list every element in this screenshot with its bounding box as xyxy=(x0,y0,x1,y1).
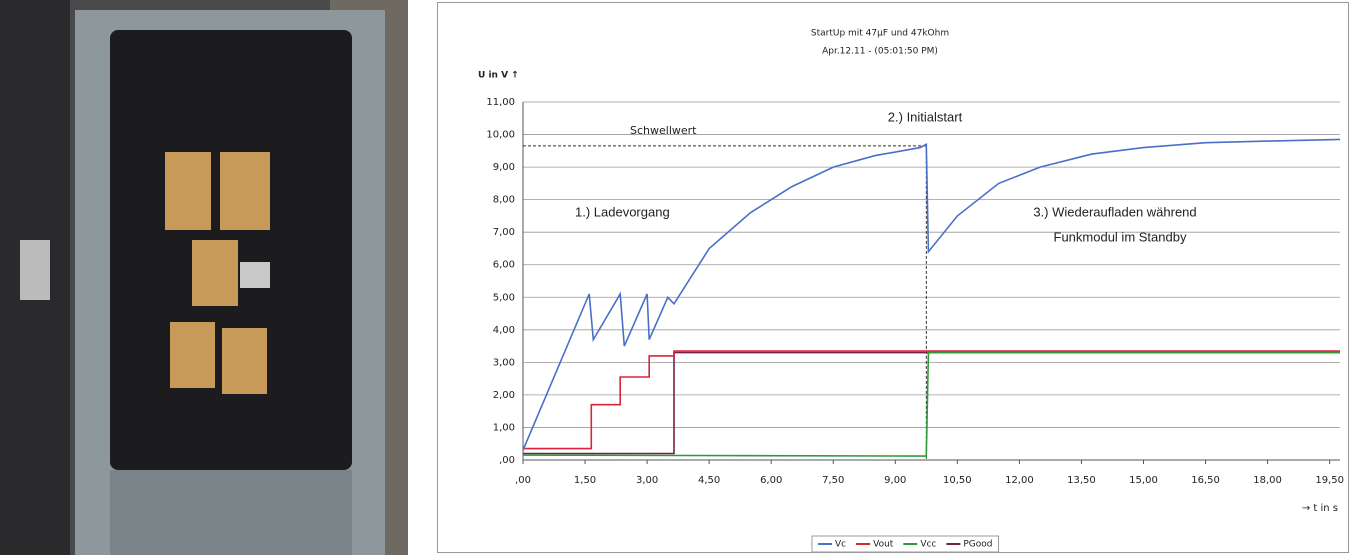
x-tick-label: 15,00 xyxy=(1129,475,1158,486)
x-tick-label: 10,50 xyxy=(943,475,972,486)
page: StartUp mit 47µF und 47kOhm Apr.12.11 - … xyxy=(0,0,1351,555)
x-tick-label: ,00 xyxy=(515,475,531,486)
legend-label: Vout xyxy=(873,540,894,550)
y-tick-label: ,00 xyxy=(499,455,515,466)
y-tick-label: 6,00 xyxy=(493,260,515,271)
y-tick-label: 3,00 xyxy=(493,357,515,368)
threshold-label: Schwellwert xyxy=(630,124,697,137)
y-tick-label: 1,00 xyxy=(493,422,515,433)
x-tick-label: 7,50 xyxy=(822,475,844,486)
legend-label: Vcc xyxy=(920,540,936,550)
y-axis-label: U in V ↑ xyxy=(478,71,519,81)
x-tick-label: 13,50 xyxy=(1067,475,1096,486)
figure: StartUp mit 47µF und 47kOhm Apr.12.11 - … xyxy=(0,0,1351,555)
y-tick-label: 8,00 xyxy=(493,195,515,206)
legend-label: Vc xyxy=(835,540,846,550)
photo xyxy=(0,0,408,555)
x-tick-label: 19,50 xyxy=(1315,475,1344,486)
x-tick-label: 3,00 xyxy=(636,475,658,486)
y-tick-label: 10,00 xyxy=(486,130,515,141)
y-tick-label: 4,00 xyxy=(493,325,515,336)
y-tick-label: 11,00 xyxy=(486,97,515,108)
x-tick-label: 4,50 xyxy=(698,475,720,486)
annotation: 3.) Wiederaufladen während xyxy=(1033,204,1196,219)
annotation: 1.) Ladevorgang xyxy=(575,204,670,219)
x-axis-label: → t in s xyxy=(1302,503,1338,514)
annotation: Funkmodul im Standby xyxy=(1054,229,1187,244)
x-tick-label: 6,00 xyxy=(760,475,782,486)
x-tick-label: 18,00 xyxy=(1253,475,1282,486)
chart-title: StartUp mit 47µF und 47kOhm xyxy=(811,29,949,39)
y-tick-label: 5,00 xyxy=(493,292,515,303)
chart-frame xyxy=(438,3,1349,553)
y-tick-label: 7,00 xyxy=(493,227,515,238)
x-tick-label: 12,00 xyxy=(1005,475,1034,486)
chart-subtitle: Apr.12.11 - (05:01:50 PM) xyxy=(822,47,938,57)
y-tick-label: 2,00 xyxy=(493,390,515,401)
x-tick-label: 9,00 xyxy=(884,475,906,486)
legend-label: PGood xyxy=(963,540,992,550)
x-tick-label: 1,50 xyxy=(574,475,596,486)
legend: Vc Vout Vcc PGood xyxy=(812,536,999,552)
x-tick-label: 16,50 xyxy=(1191,475,1220,486)
y-tick-label: 9,00 xyxy=(493,162,515,173)
annotation: 2.) Initialstart xyxy=(888,109,963,124)
